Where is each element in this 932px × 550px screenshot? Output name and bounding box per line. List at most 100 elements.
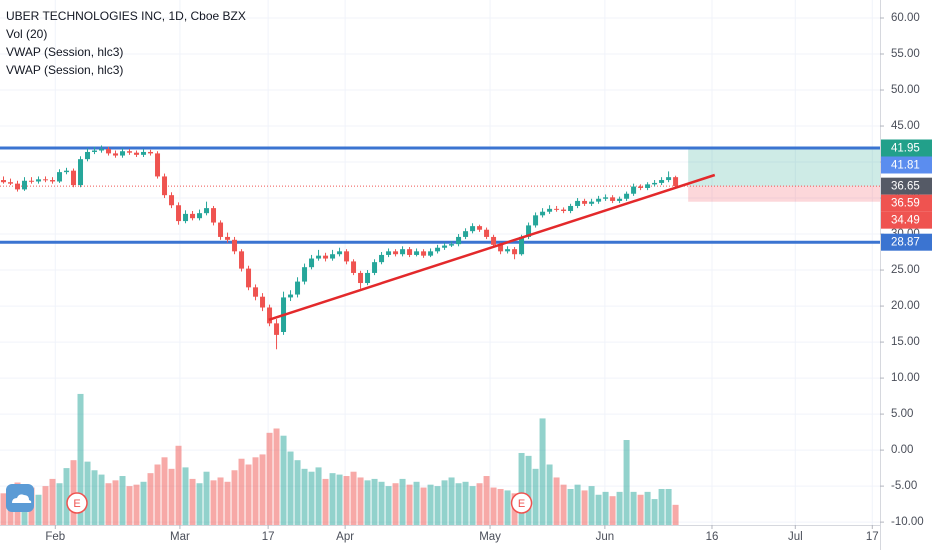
candle-body [1,180,7,183]
candle-body [169,195,175,206]
candle-body [344,251,350,262]
x-tick-label: Feb [45,531,65,543]
earnings-marker [510,492,533,514]
volume-bar [126,486,133,525]
candle-body [414,251,420,255]
volume-bar [238,458,245,525]
volume-bar [182,467,189,525]
volume-bar [154,464,161,525]
candle-body [568,205,574,212]
volume-bar [567,488,574,525]
volume-bar [616,491,623,525]
volume-bar [441,480,448,525]
y-tick-label: 25.00 [891,264,920,276]
x-tick-label: Mar [170,531,190,543]
volume-bar [434,486,441,525]
candle-body [232,239,238,252]
candle-body [260,296,266,308]
candle-body [617,198,623,201]
price-label-bg [881,233,932,251]
volume-bar [189,478,196,525]
candle-body [666,177,672,181]
candle-body [78,159,84,186]
y-tick-label: -5.00 [891,480,917,492]
logo-cloud [12,494,32,503]
price-label-bg [881,139,932,157]
candle-body [386,251,392,255]
tradingview-logo[interactable] [6,484,34,512]
x-tick-label: 17 [866,531,879,543]
candle-body [323,255,329,259]
volume-bar [504,490,511,525]
volume-bar [196,483,203,525]
candle-body [673,177,679,187]
volume-bar [203,471,210,525]
volume-bar [651,499,658,525]
candle-body [470,226,476,232]
volume-bar [133,484,140,525]
volume-bar [406,484,413,525]
candle-body [505,249,511,252]
volume-bar [336,474,343,525]
position-loss [688,186,880,202]
candle-body [211,208,217,223]
candle-body [57,172,63,182]
y-tick-label: 5.00 [891,408,913,420]
volume-bar [574,484,581,525]
candle-body [176,205,182,222]
volume-bar [161,457,168,525]
price-label: 36.65 [891,181,920,193]
volume-bar [63,468,70,525]
y-tick-label: 55.00 [891,48,920,60]
candle-body [15,183,21,190]
x-tick-label: 16 [706,531,719,543]
candle-body [512,249,518,255]
axis: 60.0055.0050.0045.0040.0035.0030.0025.00… [45,12,932,543]
earnings-label: E [73,498,80,510]
volume-bar [609,496,616,525]
candle-body [435,247,441,252]
candle-body [22,180,28,190]
volume-bar [560,484,567,525]
y-tick-label: 0.00 [891,444,913,456]
volume-bar [364,480,371,525]
volume-bar [623,440,630,525]
earnings-marker [66,492,88,514]
volume-bar [525,455,532,525]
candle-body [190,213,196,219]
price-label-bg [881,177,932,195]
candle-body [575,200,581,206]
chart-title: UBER TECHNOLOGIES INC, 1D, Cboe BZX [6,9,246,23]
candle-body [218,222,224,237]
candle-body [134,152,140,155]
candle-body [253,287,259,297]
y-tick-label: 50.00 [891,84,920,96]
volume-bar [301,468,308,525]
candle-body [379,254,385,263]
volume-bar [140,481,147,525]
candle-body [645,184,651,188]
volume-bar [266,432,273,525]
candle-body [295,281,301,295]
volume-bar [343,476,350,525]
candle-body [337,251,343,255]
candle-body [50,180,56,182]
legend-line: VWAP (Session, hlc3) [6,45,123,59]
volume-bar [413,481,420,525]
price-label: 41.81 [891,160,920,172]
candle-body [162,176,168,196]
volume-bar [588,486,595,525]
candle-body [36,179,42,182]
volume-bar [49,478,56,525]
candle-body [29,180,35,182]
candle-body [638,186,644,188]
candle-body [148,151,154,154]
volume-bar [637,494,644,525]
x-tick-label: Apr [336,531,354,543]
candle-body [274,323,280,335]
x-tick-label: Jun [596,531,615,543]
candle-body [302,267,308,282]
candle-body [309,258,315,268]
volume-bar [385,486,392,525]
volume-bar [0,493,7,525]
